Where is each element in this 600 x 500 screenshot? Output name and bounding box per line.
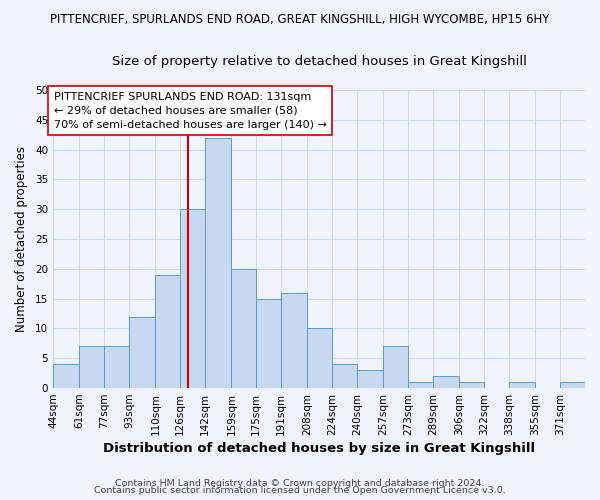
Bar bbox=[408, 382, 433, 388]
X-axis label: Distribution of detached houses by size in Great Kingshill: Distribution of detached houses by size … bbox=[103, 442, 535, 455]
Text: PITTENCRIEF, SPURLANDS END ROAD, GREAT KINGSHILL, HIGH WYCOMBE, HP15 6HY: PITTENCRIEF, SPURLANDS END ROAD, GREAT K… bbox=[50, 12, 550, 26]
Bar bbox=[232, 269, 256, 388]
Title: Size of property relative to detached houses in Great Kingshill: Size of property relative to detached ho… bbox=[112, 55, 526, 68]
Bar bbox=[53, 364, 79, 388]
Text: Contains HM Land Registry data © Crown copyright and database right 2024.: Contains HM Land Registry data © Crown c… bbox=[115, 478, 485, 488]
Bar bbox=[357, 370, 383, 388]
Bar bbox=[104, 346, 129, 388]
Bar bbox=[332, 364, 357, 388]
Bar bbox=[281, 292, 307, 388]
Y-axis label: Number of detached properties: Number of detached properties bbox=[15, 146, 28, 332]
Bar bbox=[256, 298, 281, 388]
Text: Contains public sector information licensed under the Open Government Licence v3: Contains public sector information licen… bbox=[94, 486, 506, 495]
Bar bbox=[129, 316, 155, 388]
Bar bbox=[383, 346, 408, 388]
Bar bbox=[307, 328, 332, 388]
Bar bbox=[180, 209, 205, 388]
Bar bbox=[205, 138, 232, 388]
Bar bbox=[79, 346, 104, 388]
Bar bbox=[560, 382, 585, 388]
Text: PITTENCRIEF SPURLANDS END ROAD: 131sqm
← 29% of detached houses are smaller (58): PITTENCRIEF SPURLANDS END ROAD: 131sqm ←… bbox=[54, 92, 327, 130]
Bar bbox=[509, 382, 535, 388]
Bar bbox=[155, 275, 180, 388]
Bar bbox=[433, 376, 460, 388]
Bar bbox=[460, 382, 484, 388]
